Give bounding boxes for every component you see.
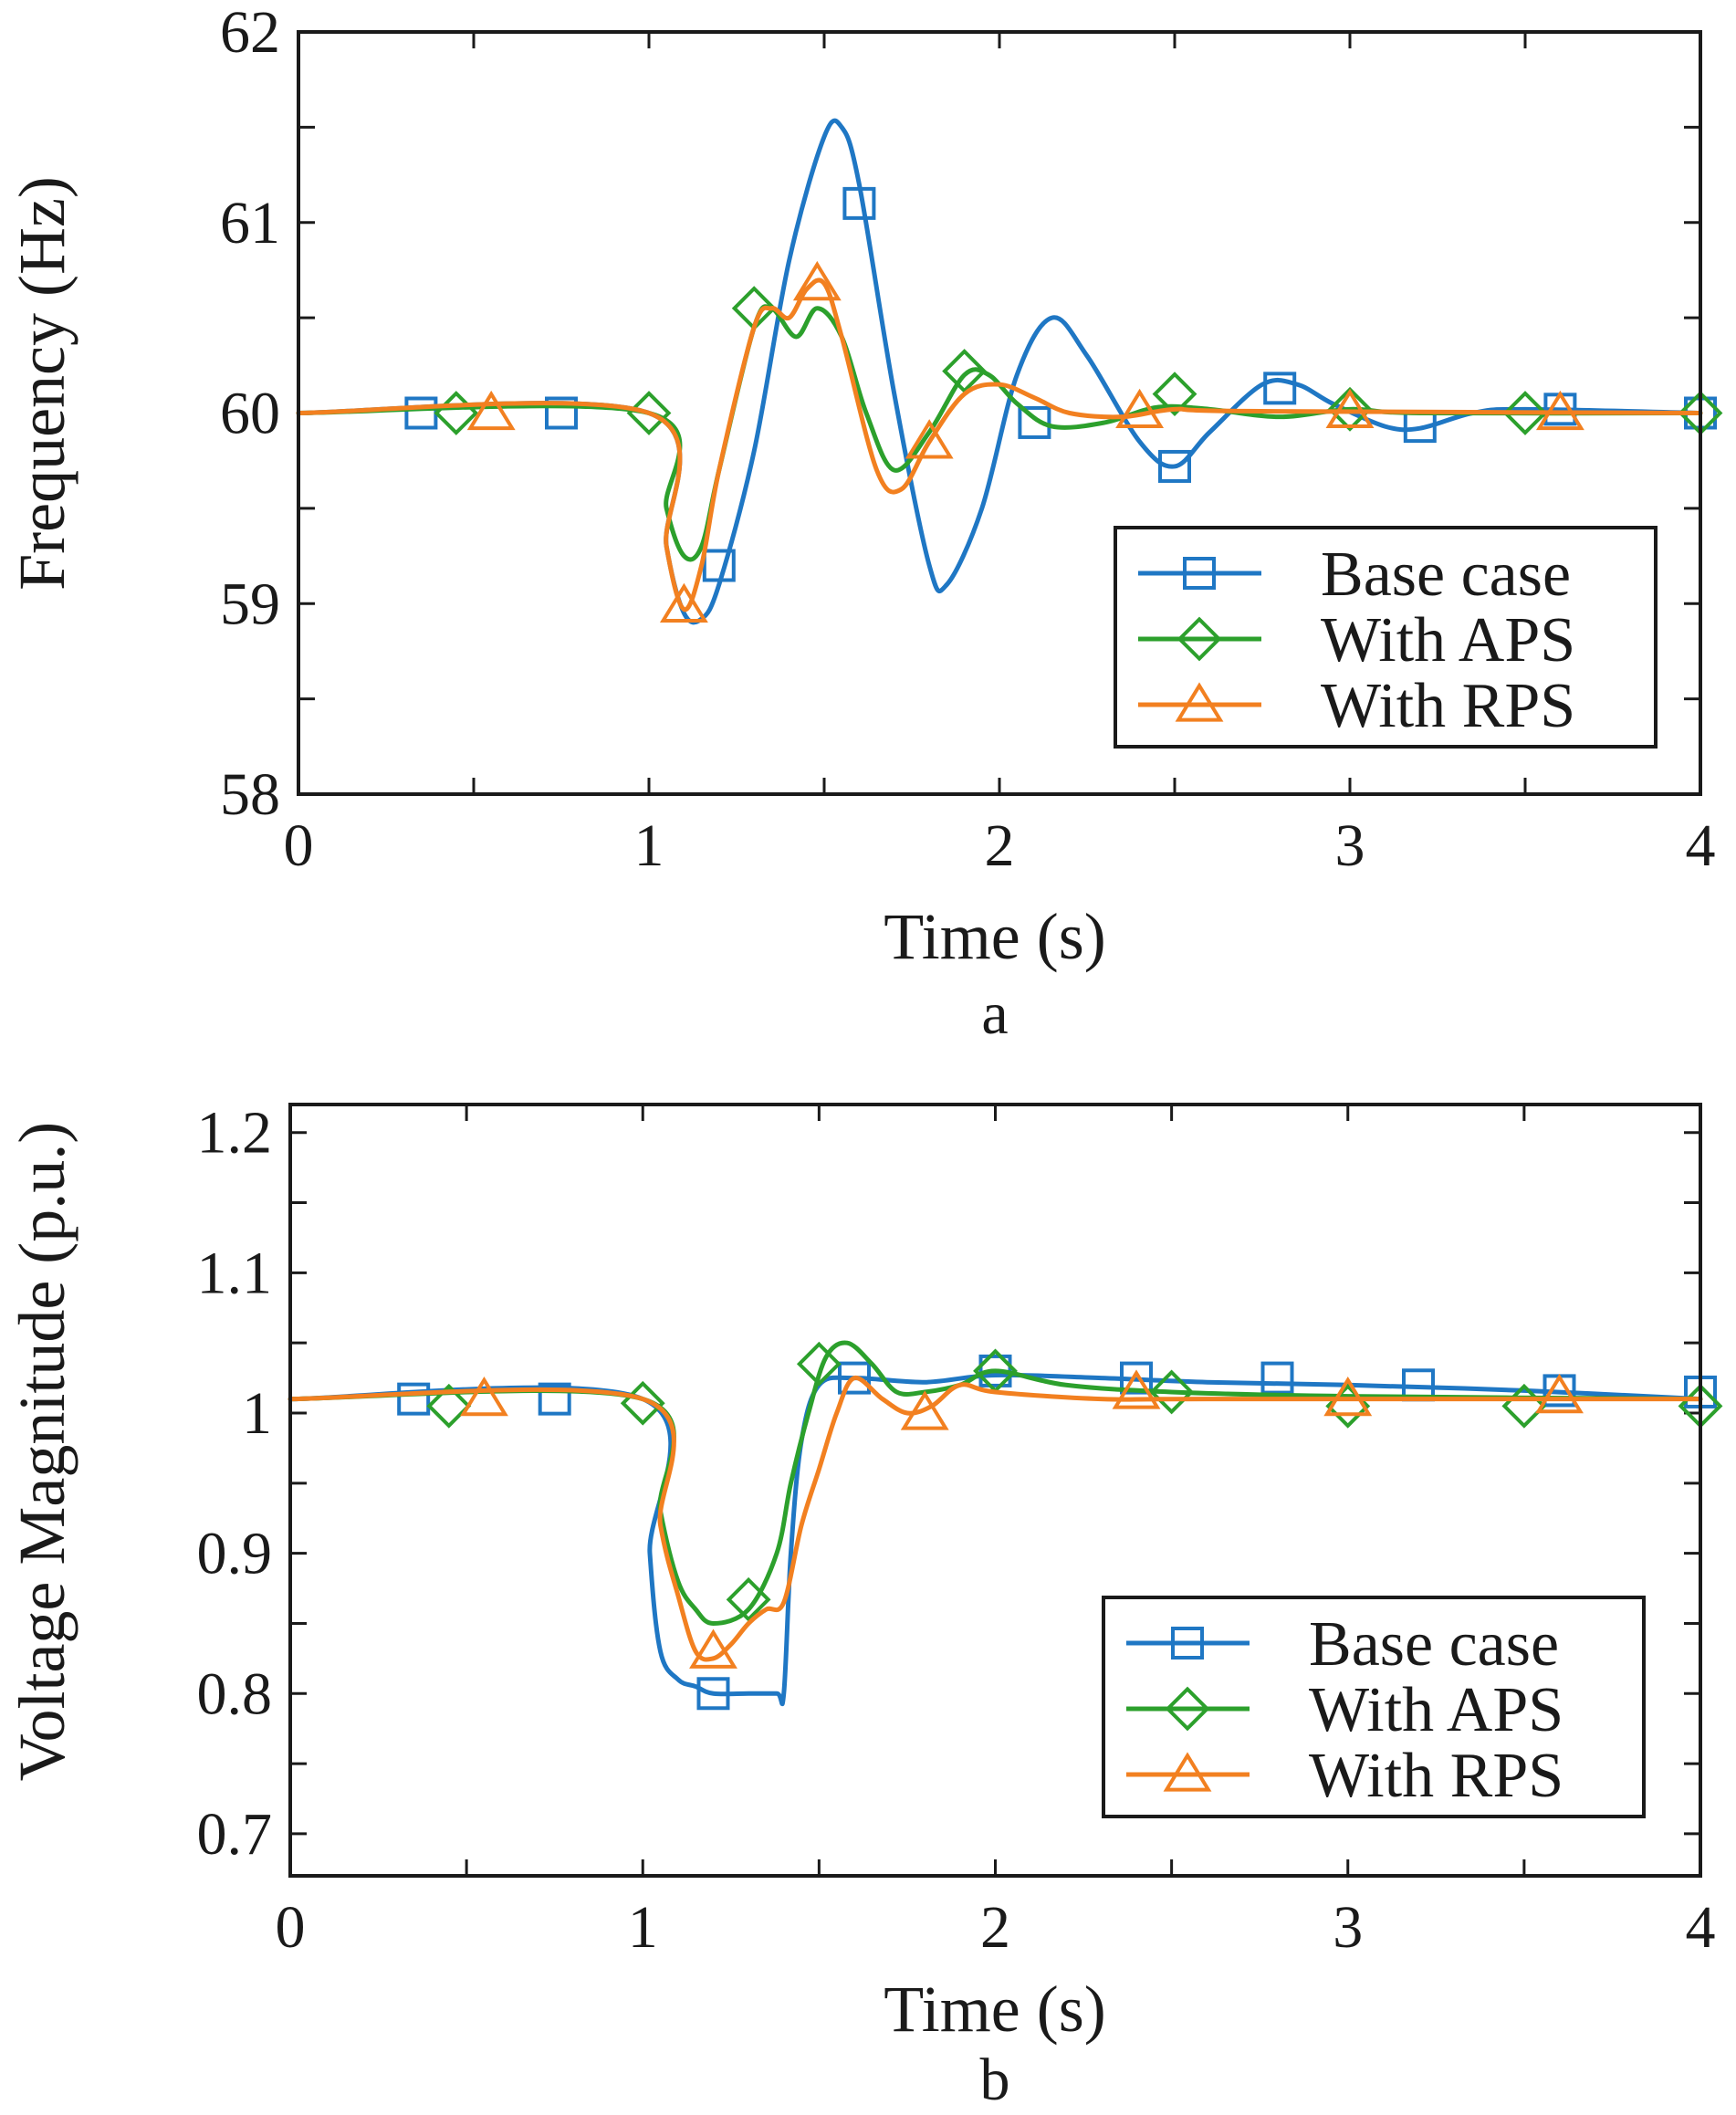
panel-a-series-rps-marker: [659, 582, 708, 623]
panel-a-series-rps-marker: [466, 390, 516, 431]
panel-a-ticks: 0 1 2 3 4 58 59 60 61 62: [220, 0, 1716, 879]
panel-b-series-base-marker: [538, 1382, 571, 1416]
panel-b-legend-marker-base: [1171, 1627, 1204, 1660]
panel-b-series-rps-marker: [1112, 1369, 1161, 1409]
panel-a-label: a: [981, 980, 1008, 1047]
panel-b-ylabel: Voltage Magnitude (p.u.): [5, 1122, 78, 1782]
panel-b-series-aps-line: [288, 1340, 1703, 1626]
panel-a-series-base-marker: [1158, 449, 1191, 483]
panel-a-xtick-label: 1: [634, 812, 664, 879]
panel-b-series-base-marker: [1260, 1361, 1294, 1395]
panel-a-series-base-marker: [702, 549, 736, 582]
panel-a-xtick-label: 0: [284, 812, 314, 879]
panel-b-ytick-label: 1.1: [197, 1240, 273, 1306]
panel-a-xtick-label: 2: [985, 812, 1015, 879]
panel-b-series: [288, 1340, 1723, 1711]
panel-a-series-base-marker: [545, 396, 578, 430]
panel-b-series-rps-marker: [1535, 1373, 1584, 1414]
frequency-chart: Frequency (Hz) Time (s) a 0 1 2 3 4 58 59 60 61 6…: [5, 0, 1723, 1047]
panel-b-ytick-label: 0.7: [197, 1801, 273, 1868]
panel-a-series-aps-marker: [1327, 386, 1373, 432]
panel-a-ytick-label: 62: [220, 0, 280, 66]
panel-a-series-aps-marker: [626, 391, 672, 435]
panel-a-legend-label: With APS: [1321, 605, 1575, 675]
panel-a-series-base-marker: [404, 396, 438, 430]
panel-a-legend-marker-rps: [1175, 682, 1224, 722]
panel-b-series-rps-marker: [1323, 1377, 1373, 1417]
panel-a-ytick-label: 61: [220, 190, 280, 257]
panel-a-ylabel: Frequency (Hz): [5, 176, 78, 591]
panel-b-axes-frame: [288, 1103, 1702, 1878]
panel-a-legend-marker-aps: [1177, 616, 1222, 662]
panel-b-legend-marker-rps: [1163, 1752, 1212, 1792]
panel-b-xtick-label: 1: [628, 1894, 658, 1961]
panel-b-series-aps-marker: [726, 1576, 771, 1622]
panel-a-series-aps-marker: [942, 349, 988, 394]
panel-a-legend-marker-base: [1183, 557, 1216, 590]
panel-b-legend-label: Base case: [1309, 1609, 1559, 1680]
panel-b-series-base-line: [288, 1372, 1703, 1707]
panel-b-xtick-label: 4: [1686, 1894, 1716, 1961]
panel-a-series-aps-marker: [1502, 391, 1548, 435]
panel-a-legend-label: With RPS: [1321, 671, 1575, 741]
panel-b-legend-marker-aps: [1165, 1686, 1210, 1732]
panel-b-series-rps-marker: [689, 1628, 737, 1669]
panel-b-series-aps-marker: [1149, 1369, 1195, 1415]
panel-a-series-base-marker: [1018, 405, 1051, 439]
panel-a-series-rps-marker: [792, 260, 842, 301]
panel-b-series-rps-marker: [900, 1390, 949, 1430]
panel-b-ytick-label: 1.2: [197, 1100, 273, 1167]
panel-b-ticks: 0 1 2 3 4 0.7 0.8 0.9 1 1.1 1.2: [197, 1100, 1716, 1961]
panel-b-label: b: [980, 2047, 1010, 2113]
panel-a-legend-label: Base case: [1321, 539, 1571, 610]
panel-b-ytick-label: 0.8: [197, 1660, 273, 1727]
panel-b-legend-label: With APS: [1309, 1675, 1563, 1745]
panel-a-xtick-label: 4: [1686, 812, 1716, 879]
panel-b-xlabel: Time (s): [884, 1973, 1105, 2046]
panel-a-ytick-label: 59: [220, 571, 280, 637]
panel-b-legend-label: With RPS: [1309, 1741, 1563, 1811]
panel-a-series-rps-marker: [905, 419, 954, 459]
panel-a-series-aps-marker: [1152, 372, 1197, 417]
panel-b-xtick-label: 3: [1333, 1894, 1363, 1961]
panel-a-series-rps-marker: [1535, 390, 1584, 431]
panel-b-ytick-label: 1: [242, 1380, 272, 1447]
panel-b-xtick-label: 2: [980, 1894, 1010, 1961]
panel-b-xtick-label: 0: [276, 1894, 306, 1961]
panel-a-series: [296, 118, 1723, 625]
voltage-chart: Voltage Magnitude (p.u.) Time (s) b 0 1 2 3…: [5, 1100, 1723, 2113]
panel-b-series-base-marker: [838, 1361, 871, 1395]
panel-b-series-rps-marker: [459, 1377, 508, 1417]
panel-b-series-aps-marker: [796, 1341, 842, 1387]
panel-a-series-base-marker: [1263, 372, 1297, 405]
panel-a-xlabel: Time (s): [884, 900, 1105, 973]
panel-a-series-rps-marker: [1115, 388, 1165, 429]
panel-a-ytick-label: 58: [220, 761, 280, 828]
panel-a-xtick-label: 3: [1335, 812, 1365, 879]
panel-a-axes-frame: [297, 30, 1702, 796]
panel-a-series-rps-marker: [1325, 388, 1375, 429]
panel-a-series-base-marker: [842, 186, 876, 220]
panel-b-series-aps-marker: [426, 1383, 472, 1429]
panel-a-series-aps-line: [296, 304, 1703, 562]
panel-b-series-base-marker: [397, 1382, 431, 1416]
panel-b-series-base-marker: [696, 1677, 730, 1711]
panel-b-ytick-label: 0.9: [197, 1521, 273, 1587]
panel-b-series-rps-line: [288, 1376, 1703, 1662]
panel-a-ytick-label: 60: [220, 381, 280, 447]
